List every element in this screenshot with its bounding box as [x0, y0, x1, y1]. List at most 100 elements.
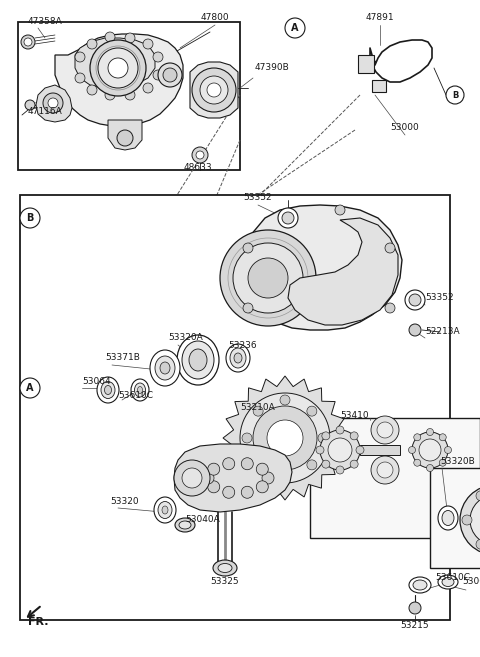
Text: FR.: FR. [28, 617, 48, 627]
Circle shape [242, 433, 252, 443]
Circle shape [385, 303, 395, 313]
Text: 53352: 53352 [244, 194, 272, 202]
Text: 53236: 53236 [228, 340, 257, 350]
Circle shape [356, 446, 364, 454]
Circle shape [248, 258, 288, 298]
Ellipse shape [162, 506, 168, 514]
Ellipse shape [101, 382, 115, 399]
Ellipse shape [213, 560, 237, 576]
Ellipse shape [189, 349, 207, 371]
Circle shape [108, 58, 128, 78]
Circle shape [208, 481, 220, 493]
Circle shape [98, 48, 138, 88]
Circle shape [20, 208, 40, 228]
Circle shape [220, 230, 316, 326]
Ellipse shape [134, 383, 145, 397]
Circle shape [377, 462, 393, 478]
Text: 48633: 48633 [184, 164, 212, 173]
Circle shape [200, 76, 228, 104]
Circle shape [75, 73, 85, 83]
Circle shape [21, 35, 35, 49]
Circle shape [125, 33, 135, 43]
Circle shape [24, 38, 32, 46]
Circle shape [192, 147, 208, 163]
Circle shape [48, 98, 58, 108]
Circle shape [153, 70, 163, 80]
Circle shape [409, 324, 421, 336]
Ellipse shape [409, 577, 431, 593]
Text: 53320B: 53320B [440, 457, 475, 466]
Circle shape [25, 100, 35, 110]
Circle shape [405, 290, 425, 310]
Circle shape [240, 393, 330, 483]
Polygon shape [223, 376, 347, 500]
Text: 53064: 53064 [82, 378, 110, 386]
Text: B: B [26, 213, 34, 223]
Polygon shape [55, 34, 183, 126]
Ellipse shape [230, 348, 246, 368]
Circle shape [446, 86, 464, 104]
Circle shape [470, 495, 480, 545]
Circle shape [336, 466, 344, 474]
Polygon shape [36, 85, 72, 122]
Circle shape [439, 434, 446, 441]
Circle shape [371, 456, 399, 484]
Circle shape [243, 243, 253, 253]
Circle shape [143, 83, 153, 93]
Text: A: A [291, 23, 299, 33]
Bar [20, 195, 450, 620]
Ellipse shape [158, 501, 172, 518]
Polygon shape [190, 62, 238, 118]
Text: 53610C: 53610C [118, 390, 153, 399]
Ellipse shape [105, 386, 111, 394]
Polygon shape [174, 444, 292, 512]
Text: A: A [26, 383, 34, 393]
Circle shape [280, 395, 290, 405]
Bar [310, 418, 480, 538]
Ellipse shape [177, 335, 219, 385]
Circle shape [427, 464, 433, 472]
Bar [430, 468, 480, 568]
Circle shape [174, 460, 210, 496]
Text: 53210A: 53210A [240, 403, 276, 413]
Circle shape [243, 303, 253, 313]
Circle shape [409, 294, 421, 306]
Text: 53040A: 53040A [185, 516, 220, 524]
Ellipse shape [137, 386, 143, 394]
Text: 47800: 47800 [201, 14, 229, 22]
Circle shape [43, 93, 63, 113]
Circle shape [385, 243, 395, 253]
Circle shape [350, 432, 358, 440]
Circle shape [307, 460, 317, 470]
Circle shape [414, 434, 421, 441]
Circle shape [105, 32, 115, 42]
Circle shape [427, 428, 433, 436]
Circle shape [202, 472, 214, 484]
Ellipse shape [438, 575, 458, 589]
Circle shape [182, 468, 202, 488]
Text: 53320A: 53320A [168, 334, 203, 342]
Circle shape [125, 90, 135, 100]
Circle shape [285, 18, 305, 38]
Circle shape [208, 463, 220, 475]
Text: 53325: 53325 [211, 578, 240, 587]
Circle shape [316, 446, 324, 454]
Text: 52213A: 52213A [425, 327, 460, 336]
Circle shape [253, 460, 263, 470]
Text: 53610C: 53610C [435, 574, 470, 583]
Text: B: B [452, 91, 458, 99]
Circle shape [419, 439, 441, 461]
Circle shape [318, 433, 328, 443]
Circle shape [377, 422, 393, 438]
Text: 53215: 53215 [401, 620, 429, 629]
Circle shape [262, 472, 274, 484]
Circle shape [158, 63, 182, 87]
Circle shape [223, 458, 235, 470]
Ellipse shape [234, 353, 242, 363]
Ellipse shape [160, 362, 170, 374]
Polygon shape [288, 218, 398, 325]
Circle shape [439, 459, 446, 466]
Ellipse shape [442, 510, 454, 526]
Circle shape [196, 151, 204, 159]
Circle shape [233, 243, 303, 313]
